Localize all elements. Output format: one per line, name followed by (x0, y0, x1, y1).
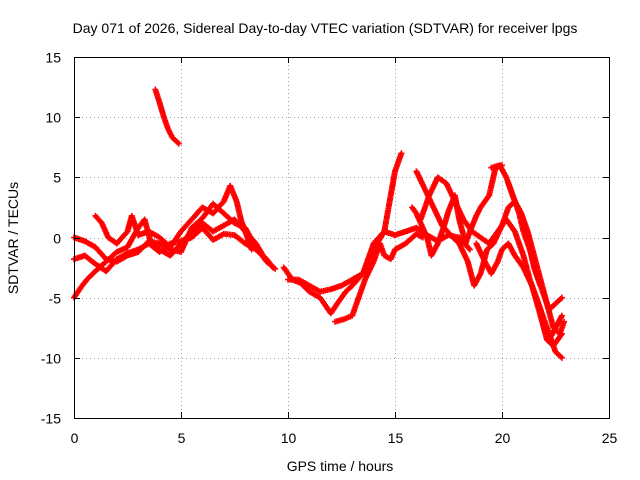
series-track-15 (531, 288, 565, 343)
y-tick-label: -15 (41, 411, 61, 427)
series-track-14 (505, 180, 568, 337)
y-tick-label: 10 (45, 110, 61, 126)
y-tick-label: 15 (45, 50, 61, 66)
series-track-8 (332, 230, 426, 325)
data-point-marker (466, 246, 473, 253)
data-point-marker (398, 150, 405, 157)
data-point-marker (561, 318, 568, 325)
y-tick-label: 0 (53, 231, 61, 247)
data-point-marker (272, 265, 279, 272)
data-layer (71, 86, 568, 361)
x-tick-label: 25 (602, 430, 618, 446)
x-tick-label: 20 (495, 430, 511, 446)
data-point-marker (175, 140, 182, 147)
y-axis-label: SDTVAR / TECUs (5, 182, 21, 294)
x-axis-label: GPS time / hours (287, 458, 394, 474)
x-tick-label: 15 (388, 430, 404, 446)
y-tick-label: -10 (41, 351, 61, 367)
data-point-marker (263, 258, 270, 265)
series-track-4 (92, 182, 255, 253)
series-track-5 (152, 86, 182, 147)
data-point-marker (558, 312, 565, 319)
series-track-3 (71, 216, 270, 301)
data-point-marker (558, 354, 565, 361)
data-point-marker (248, 246, 255, 253)
chart-title: Day 071 of 2026, Sidereal Day-to-day VTE… (73, 20, 578, 36)
y-tick-label: 5 (53, 170, 61, 186)
x-tick-label: 5 (178, 430, 186, 446)
x-tick-label: 0 (71, 430, 79, 446)
y-tick-label: -5 (49, 291, 62, 307)
series-track-9 (409, 162, 505, 259)
data-point-marker (558, 294, 565, 301)
tick-layer: 0 5 10 15 20 25 -15 -10 -5 0 5 10 15 (41, 50, 618, 447)
x-tick-label: 10 (281, 430, 297, 446)
series-track-7 (285, 224, 473, 295)
